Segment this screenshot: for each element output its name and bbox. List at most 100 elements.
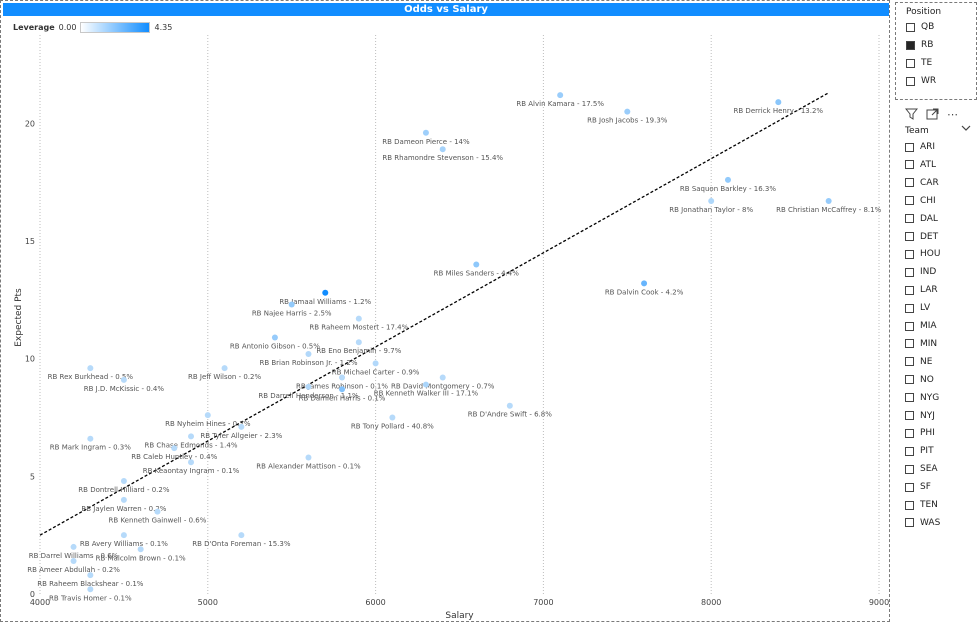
data-point[interactable] bbox=[439, 374, 446, 381]
checkbox[interactable] bbox=[905, 160, 914, 170]
data-point[interactable] bbox=[188, 433, 195, 440]
data-point[interactable] bbox=[87, 586, 94, 593]
data-point[interactable] bbox=[775, 99, 782, 106]
data-point[interactable] bbox=[305, 454, 312, 461]
data-point[interactable] bbox=[473, 261, 480, 268]
team-option[interactable]: NE bbox=[905, 356, 932, 368]
data-point[interactable] bbox=[825, 198, 832, 205]
data-point[interactable] bbox=[624, 108, 631, 115]
team-option[interactable]: SF bbox=[905, 481, 931, 493]
checkbox[interactable] bbox=[905, 500, 914, 510]
team-option[interactable]: TEN bbox=[905, 499, 938, 511]
checkbox[interactable] bbox=[905, 339, 914, 349]
data-point[interactable] bbox=[305, 350, 312, 357]
checkbox[interactable] bbox=[905, 303, 914, 313]
data-point[interactable] bbox=[171, 445, 178, 452]
checkbox[interactable] bbox=[905, 214, 914, 224]
data-point[interactable] bbox=[70, 543, 77, 550]
position-option[interactable]: RB bbox=[906, 39, 933, 51]
position-slicer[interactable]: Position QB RB TE WR bbox=[895, 2, 977, 100]
data-point[interactable] bbox=[339, 374, 346, 381]
checkbox[interactable] bbox=[905, 357, 914, 367]
team-option[interactable]: NO bbox=[905, 374, 934, 386]
checkbox[interactable] bbox=[905, 482, 914, 492]
team-option[interactable]: SEA bbox=[905, 463, 938, 475]
checkbox[interactable] bbox=[905, 464, 914, 474]
team-option[interactable]: HOU bbox=[905, 248, 940, 260]
checkbox[interactable] bbox=[906, 76, 915, 86]
team-option[interactable]: NYJ bbox=[905, 410, 935, 422]
data-point[interactable] bbox=[120, 496, 127, 503]
data-point[interactable] bbox=[339, 386, 346, 393]
more-options-icon[interactable]: ⋯ bbox=[947, 108, 958, 121]
checkbox[interactable] bbox=[905, 196, 914, 206]
checkbox[interactable] bbox=[905, 393, 914, 403]
team-option[interactable]: CHI bbox=[905, 195, 936, 207]
chevron-down-icon[interactable] bbox=[961, 124, 971, 135]
data-point[interactable] bbox=[372, 360, 379, 367]
data-point[interactable] bbox=[271, 334, 278, 341]
checkbox[interactable] bbox=[906, 22, 915, 32]
data-point[interactable] bbox=[120, 532, 127, 539]
checkbox[interactable] bbox=[905, 411, 914, 420]
data-point[interactable] bbox=[506, 402, 513, 409]
data-point[interactable] bbox=[305, 383, 312, 390]
data-point[interactable] bbox=[154, 508, 161, 515]
checkbox[interactable] bbox=[906, 58, 915, 68]
team-option[interactable]: ATL bbox=[905, 159, 936, 171]
checkbox[interactable] bbox=[905, 249, 914, 259]
team-option[interactable]: MIN bbox=[905, 338, 937, 350]
team-option[interactable]: WAS bbox=[905, 517, 940, 529]
data-point[interactable] bbox=[120, 376, 127, 383]
team-option[interactable]: DET bbox=[905, 231, 938, 243]
checkbox[interactable] bbox=[905, 375, 914, 385]
data-point[interactable] bbox=[70, 558, 77, 565]
team-option[interactable]: LAR bbox=[905, 284, 938, 296]
data-point[interactable] bbox=[439, 146, 446, 153]
checkbox[interactable] bbox=[905, 518, 914, 528]
data-point[interactable] bbox=[355, 315, 362, 322]
team-option[interactable]: MIA bbox=[905, 320, 937, 332]
checkbox[interactable] bbox=[905, 267, 914, 277]
data-point[interactable] bbox=[120, 478, 127, 485]
data-point[interactable] bbox=[204, 412, 211, 419]
team-option[interactable]: NYG bbox=[905, 392, 939, 404]
data-point[interactable] bbox=[137, 546, 144, 553]
data-point[interactable] bbox=[221, 365, 228, 372]
team-option[interactable]: CAR bbox=[905, 177, 939, 189]
data-point[interactable] bbox=[724, 176, 731, 183]
plot-area[interactable]: 4000 5000 6000 7000 8000 9000 0 5 10 15 20 Salary Ex… bbox=[1, 1, 889, 621]
data-point[interactable] bbox=[238, 423, 245, 430]
data-point[interactable] bbox=[238, 532, 245, 539]
team-option[interactable]: PIT bbox=[905, 445, 934, 457]
data-point[interactable] bbox=[557, 92, 564, 99]
focus-mode-icon[interactable] bbox=[926, 108, 939, 123]
scatter-chart-visual[interactable]: Odds vs Salary Leverage 0.00 4.35 4000 50… bbox=[0, 0, 890, 622]
checkbox[interactable] bbox=[906, 40, 915, 50]
team-option[interactable]: LV bbox=[905, 302, 930, 314]
checkbox[interactable] bbox=[905, 428, 914, 438]
data-point[interactable] bbox=[288, 301, 295, 308]
team-option[interactable]: ARI bbox=[905, 141, 935, 153]
position-option[interactable]: QB bbox=[906, 21, 934, 33]
data-point[interactable] bbox=[389, 414, 396, 421]
checkbox[interactable] bbox=[905, 232, 914, 241]
team-option[interactable]: IND bbox=[905, 266, 936, 278]
data-point[interactable] bbox=[641, 280, 648, 287]
data-point[interactable] bbox=[708, 198, 715, 205]
data-point[interactable] bbox=[87, 572, 94, 579]
data-point[interactable] bbox=[322, 289, 329, 296]
team-option[interactable]: DAL bbox=[905, 213, 938, 225]
data-point[interactable] bbox=[87, 435, 94, 442]
checkbox[interactable] bbox=[905, 321, 914, 331]
data-point[interactable] bbox=[422, 129, 429, 136]
position-option[interactable]: WR bbox=[906, 75, 936, 87]
position-option[interactable]: TE bbox=[906, 57, 932, 69]
data-point[interactable] bbox=[355, 339, 362, 346]
filter-icon[interactable] bbox=[904, 108, 919, 123]
checkbox[interactable] bbox=[905, 178, 914, 188]
team-option[interactable]: PHI bbox=[905, 427, 935, 439]
checkbox[interactable] bbox=[905, 446, 914, 456]
checkbox[interactable] bbox=[905, 142, 914, 152]
data-point[interactable] bbox=[188, 459, 195, 466]
